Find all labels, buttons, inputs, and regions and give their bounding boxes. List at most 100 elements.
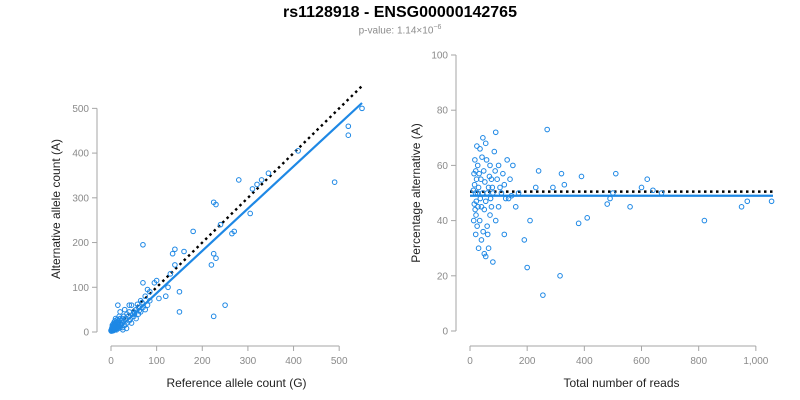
x-tick-label: 0 [467, 356, 473, 367]
data-point [485, 245, 492, 251]
data-point [473, 176, 480, 182]
x-tick-label: 500 [331, 356, 348, 367]
data-point [490, 190, 496, 196]
pvalue-subtitle: p-value: 1.14×10−6 [0, 24, 800, 36]
x-tick-label: 200 [194, 356, 211, 367]
data-point [472, 231, 479, 238]
pvalue-text: p-value: 1.14×10 [358, 25, 434, 37]
data-point [502, 195, 509, 202]
data-point [638, 184, 645, 191]
data-point [254, 181, 260, 188]
data-point [258, 177, 265, 183]
data-point [169, 250, 176, 257]
data-point [331, 179, 338, 185]
data-point [472, 157, 478, 163]
data-point [544, 126, 550, 133]
data-point [134, 301, 141, 308]
x-axis-label: Total number of reads [563, 376, 679, 390]
data-point [474, 190, 481, 196]
data-point [140, 280, 146, 286]
x-tick-label: 200 [519, 356, 536, 367]
data-point [492, 217, 499, 224]
data-point [492, 168, 498, 174]
data-point [561, 181, 568, 188]
x-axis-label: Reference allele count (G) [166, 376, 306, 390]
data-point [217, 221, 224, 228]
data-point [470, 217, 477, 224]
data-point [477, 195, 484, 202]
data-point [115, 302, 121, 308]
data-point [744, 198, 751, 205]
data-point [515, 190, 522, 196]
data-point [486, 173, 493, 180]
scatter-panel-allele-counts: 0 100 200 300 400 500 0 100 200 300 400 500 Referenc… [49, 85, 365, 390]
data-point [650, 187, 656, 194]
data-point [472, 206, 478, 213]
data-point [501, 181, 508, 188]
x-tick-label: 400 [576, 356, 593, 367]
data-point [265, 170, 272, 177]
data-point [471, 201, 478, 207]
data-point [532, 184, 539, 191]
data-point [213, 255, 219, 262]
data-point [475, 204, 481, 210]
data-point [557, 273, 563, 279]
data-point [117, 309, 123, 315]
pvalue-exponent: −6 [433, 24, 442, 31]
data-point [527, 217, 533, 224]
data-point [472, 168, 479, 174]
data-point [479, 154, 485, 160]
data-point [482, 179, 488, 185]
data-point [136, 307, 143, 314]
data-point [584, 215, 590, 221]
data-point [484, 231, 491, 238]
data-point [151, 280, 158, 286]
data-point [131, 310, 138, 317]
data-point [491, 148, 498, 155]
data-point [508, 192, 515, 199]
data-point [235, 177, 242, 183]
x-tick-label: 800 [690, 356, 707, 367]
data-point [480, 168, 487, 174]
y-tick-label: 40 [437, 216, 449, 227]
data-point [498, 190, 505, 196]
data-point [482, 140, 489, 147]
data-point [176, 288, 183, 295]
data-point [222, 302, 228, 308]
data-point [345, 132, 352, 138]
data-point [475, 245, 482, 251]
data-point [481, 206, 488, 213]
data-point [482, 198, 489, 205]
data-point [481, 250, 488, 257]
y-tick-label: 200 [72, 238, 89, 249]
x-tick-label: 400 [285, 356, 302, 367]
data-point [474, 143, 480, 149]
data-point [108, 327, 114, 334]
data-point [345, 123, 352, 130]
data-point [208, 262, 215, 268]
data-point [162, 293, 169, 300]
data-point [142, 293, 149, 300]
y-tick-label: 400 [72, 149, 89, 160]
data-point [507, 176, 513, 182]
data-point [607, 195, 613, 202]
data-point [505, 195, 512, 202]
data-point [494, 176, 500, 182]
data-point [610, 190, 616, 196]
data-point [471, 170, 477, 177]
y-axis-label: Percentage alternative (A) [409, 123, 423, 262]
data-point [485, 184, 492, 191]
data-point [172, 246, 178, 253]
data-point [471, 181, 478, 188]
data-point [492, 129, 499, 136]
x-tick-label: 600 [633, 356, 650, 367]
data-point [144, 302, 151, 308]
data-point [140, 241, 146, 248]
data-point [476, 170, 482, 177]
y-tick-label: 300 [72, 193, 89, 204]
data-point [478, 204, 485, 210]
data-point [247, 210, 253, 217]
data-point [156, 295, 162, 302]
data-point [738, 204, 745, 210]
data-point [476, 217, 483, 224]
